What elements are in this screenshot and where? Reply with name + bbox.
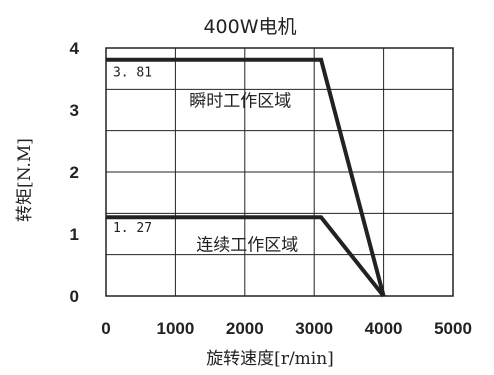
continuous-region-label: 连续工作区域 (196, 236, 298, 256)
x-tick-labels: 0 1000 2000 3000 4000 5000 (101, 319, 472, 338)
y-tick-label: 3 (70, 101, 79, 120)
y-tick-label: 4 (70, 39, 80, 58)
x-tick-label: 5000 (434, 319, 472, 338)
peak-torque-line (106, 57, 386, 297)
series-lines (106, 57, 386, 298)
torque-value-label: 3. 81 (113, 66, 152, 81)
y-tick-labels: 0 1 2 3 4 (70, 39, 80, 306)
x-tick-label: 0 (101, 319, 110, 338)
y-tick-label: 2 (70, 163, 79, 182)
peak-region-label: 瞬时工作区域 (189, 91, 291, 111)
y-axis-label: 转矩[N.M] (15, 138, 35, 222)
chart-title: 400W电机 (203, 16, 296, 38)
data-labels: 3. 81 1. 27 (113, 66, 152, 237)
x-tick-label: 3000 (295, 319, 333, 338)
torque-value-label: 1. 27 (113, 221, 152, 236)
x-tick-label: 4000 (365, 319, 403, 338)
y-tick-label: 0 (70, 287, 79, 306)
continuous-torque-line (106, 215, 386, 298)
y-tick-label: 1 (70, 225, 79, 244)
x-tick-label: 2000 (226, 319, 264, 338)
plot-border (105, 47, 454, 297)
grid-lines (106, 48, 453, 296)
x-tick-label: 1000 (156, 319, 194, 338)
x-axis-label: 旋转速度[r/min] (206, 349, 334, 369)
